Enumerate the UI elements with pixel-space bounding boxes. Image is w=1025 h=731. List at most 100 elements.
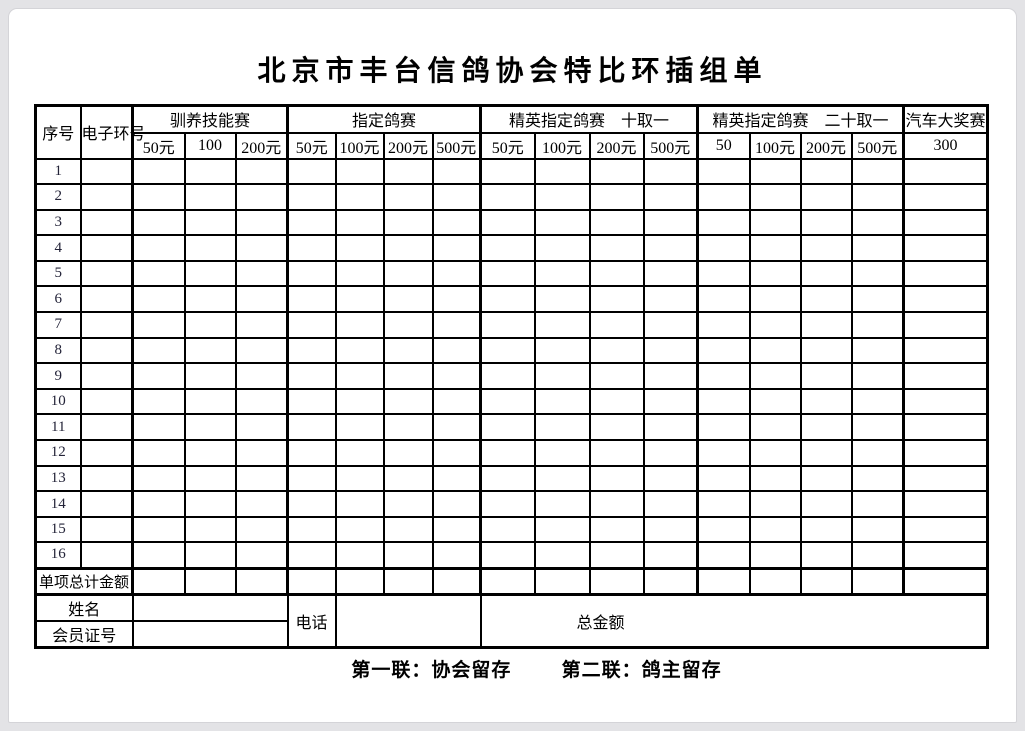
entry-cell[interactable] bbox=[799, 234, 853, 262]
entry-cell[interactable] bbox=[799, 387, 853, 416]
entry-cell[interactable] bbox=[696, 439, 751, 467]
entry-cell[interactable] bbox=[286, 311, 337, 339]
entry-cell[interactable] bbox=[533, 362, 591, 390]
entry-cell[interactable] bbox=[234, 259, 289, 288]
entry-cell[interactable] bbox=[79, 336, 134, 365]
column-total-cell[interactable] bbox=[533, 566, 591, 596]
entry-cell[interactable] bbox=[382, 413, 434, 442]
entry-cell[interactable] bbox=[533, 515, 591, 544]
entry-cell[interactable] bbox=[286, 183, 337, 211]
grand-total-cell[interactable]: 总金额 bbox=[479, 593, 989, 648]
entry-cell[interactable] bbox=[479, 413, 536, 442]
entry-cell[interactable] bbox=[286, 541, 337, 569]
entry-cell[interactable] bbox=[588, 234, 645, 262]
entry-cell[interactable] bbox=[183, 183, 237, 211]
entry-cell[interactable] bbox=[533, 336, 591, 365]
entry-cell[interactable] bbox=[799, 362, 853, 390]
entry-cell[interactable] bbox=[334, 234, 385, 262]
entry-cell[interactable] bbox=[850, 541, 905, 569]
entry-cell[interactable] bbox=[588, 515, 645, 544]
entry-cell[interactable] bbox=[902, 157, 989, 186]
entry-cell[interactable] bbox=[431, 362, 482, 390]
entry-cell[interactable] bbox=[183, 413, 237, 442]
entry-cell[interactable] bbox=[79, 464, 134, 493]
entry-cell[interactable] bbox=[131, 439, 186, 467]
entry-cell[interactable] bbox=[850, 439, 905, 467]
entry-cell[interactable] bbox=[183, 336, 237, 365]
entry-cell[interactable] bbox=[533, 413, 591, 442]
entry-cell[interactable] bbox=[748, 157, 802, 186]
column-total-cell[interactable] bbox=[131, 566, 186, 596]
entry-cell[interactable] bbox=[234, 311, 289, 339]
entry-cell[interactable] bbox=[696, 490, 751, 518]
entry-cell[interactable] bbox=[696, 208, 751, 237]
entry-cell[interactable] bbox=[696, 541, 751, 569]
entry-cell[interactable] bbox=[131, 183, 186, 211]
entry-cell[interactable] bbox=[334, 285, 385, 314]
entry-cell[interactable] bbox=[902, 541, 989, 569]
entry-cell[interactable] bbox=[234, 439, 289, 467]
entry-cell[interactable] bbox=[799, 464, 853, 493]
entry-cell[interactable] bbox=[79, 541, 134, 569]
entry-cell[interactable] bbox=[79, 490, 134, 518]
entry-cell[interactable] bbox=[382, 515, 434, 544]
entry-cell[interactable] bbox=[431, 208, 482, 237]
entry-cell[interactable] bbox=[131, 234, 186, 262]
entry-cell[interactable] bbox=[850, 234, 905, 262]
entry-cell[interactable] bbox=[850, 336, 905, 365]
entry-cell[interactable] bbox=[588, 387, 645, 416]
entry-cell[interactable] bbox=[479, 336, 536, 365]
entry-cell[interactable] bbox=[382, 541, 434, 569]
entry-cell[interactable] bbox=[748, 208, 802, 237]
entry-cell[interactable] bbox=[696, 515, 751, 544]
entry-cell[interactable] bbox=[131, 413, 186, 442]
column-total-cell[interactable] bbox=[382, 566, 434, 596]
entry-cell[interactable] bbox=[334, 157, 385, 186]
entry-cell[interactable] bbox=[183, 234, 237, 262]
entry-cell[interactable] bbox=[183, 208, 237, 237]
entry-cell[interactable] bbox=[902, 285, 989, 314]
entry-cell[interactable] bbox=[286, 336, 337, 365]
entry-cell[interactable] bbox=[533, 464, 591, 493]
entry-cell[interactable] bbox=[748, 336, 802, 365]
entry-cell[interactable] bbox=[431, 464, 482, 493]
entry-cell[interactable] bbox=[334, 259, 385, 288]
entry-cell[interactable] bbox=[902, 234, 989, 262]
entry-cell[interactable] bbox=[588, 464, 645, 493]
entry-cell[interactable] bbox=[642, 208, 699, 237]
entry-cell[interactable] bbox=[131, 208, 186, 237]
entry-cell[interactable] bbox=[431, 157, 482, 186]
entry-cell[interactable] bbox=[850, 259, 905, 288]
entry-cell[interactable] bbox=[533, 285, 591, 314]
entry-cell[interactable] bbox=[533, 311, 591, 339]
entry-cell[interactable] bbox=[431, 336, 482, 365]
entry-cell[interactable] bbox=[334, 208, 385, 237]
entry-cell[interactable] bbox=[799, 183, 853, 211]
entry-cell[interactable] bbox=[131, 387, 186, 416]
entry-cell[interactable] bbox=[479, 387, 536, 416]
entry-cell[interactable] bbox=[431, 413, 482, 442]
entry-cell[interactable] bbox=[850, 464, 905, 493]
entry-cell[interactable] bbox=[79, 515, 134, 544]
entry-cell[interactable] bbox=[748, 515, 802, 544]
column-total-cell[interactable] bbox=[850, 566, 905, 596]
entry-cell[interactable] bbox=[748, 259, 802, 288]
entry-cell[interactable] bbox=[799, 259, 853, 288]
column-total-cell[interactable] bbox=[234, 566, 289, 596]
entry-cell[interactable] bbox=[382, 490, 434, 518]
entry-cell[interactable] bbox=[642, 285, 699, 314]
entry-cell[interactable] bbox=[286, 439, 337, 467]
entry-cell[interactable] bbox=[696, 157, 751, 186]
entry-cell[interactable] bbox=[286, 464, 337, 493]
entry-cell[interactable] bbox=[286, 157, 337, 186]
entry-cell[interactable] bbox=[334, 387, 385, 416]
entry-cell[interactable] bbox=[234, 490, 289, 518]
entry-cell[interactable] bbox=[642, 439, 699, 467]
entry-cell[interactable] bbox=[533, 439, 591, 467]
entry-cell[interactable] bbox=[588, 362, 645, 390]
entry-cell[interactable] bbox=[79, 183, 134, 211]
entry-cell[interactable] bbox=[642, 541, 699, 569]
entry-cell[interactable] bbox=[588, 157, 645, 186]
entry-cell[interactable] bbox=[286, 387, 337, 416]
entry-cell[interactable] bbox=[696, 336, 751, 365]
